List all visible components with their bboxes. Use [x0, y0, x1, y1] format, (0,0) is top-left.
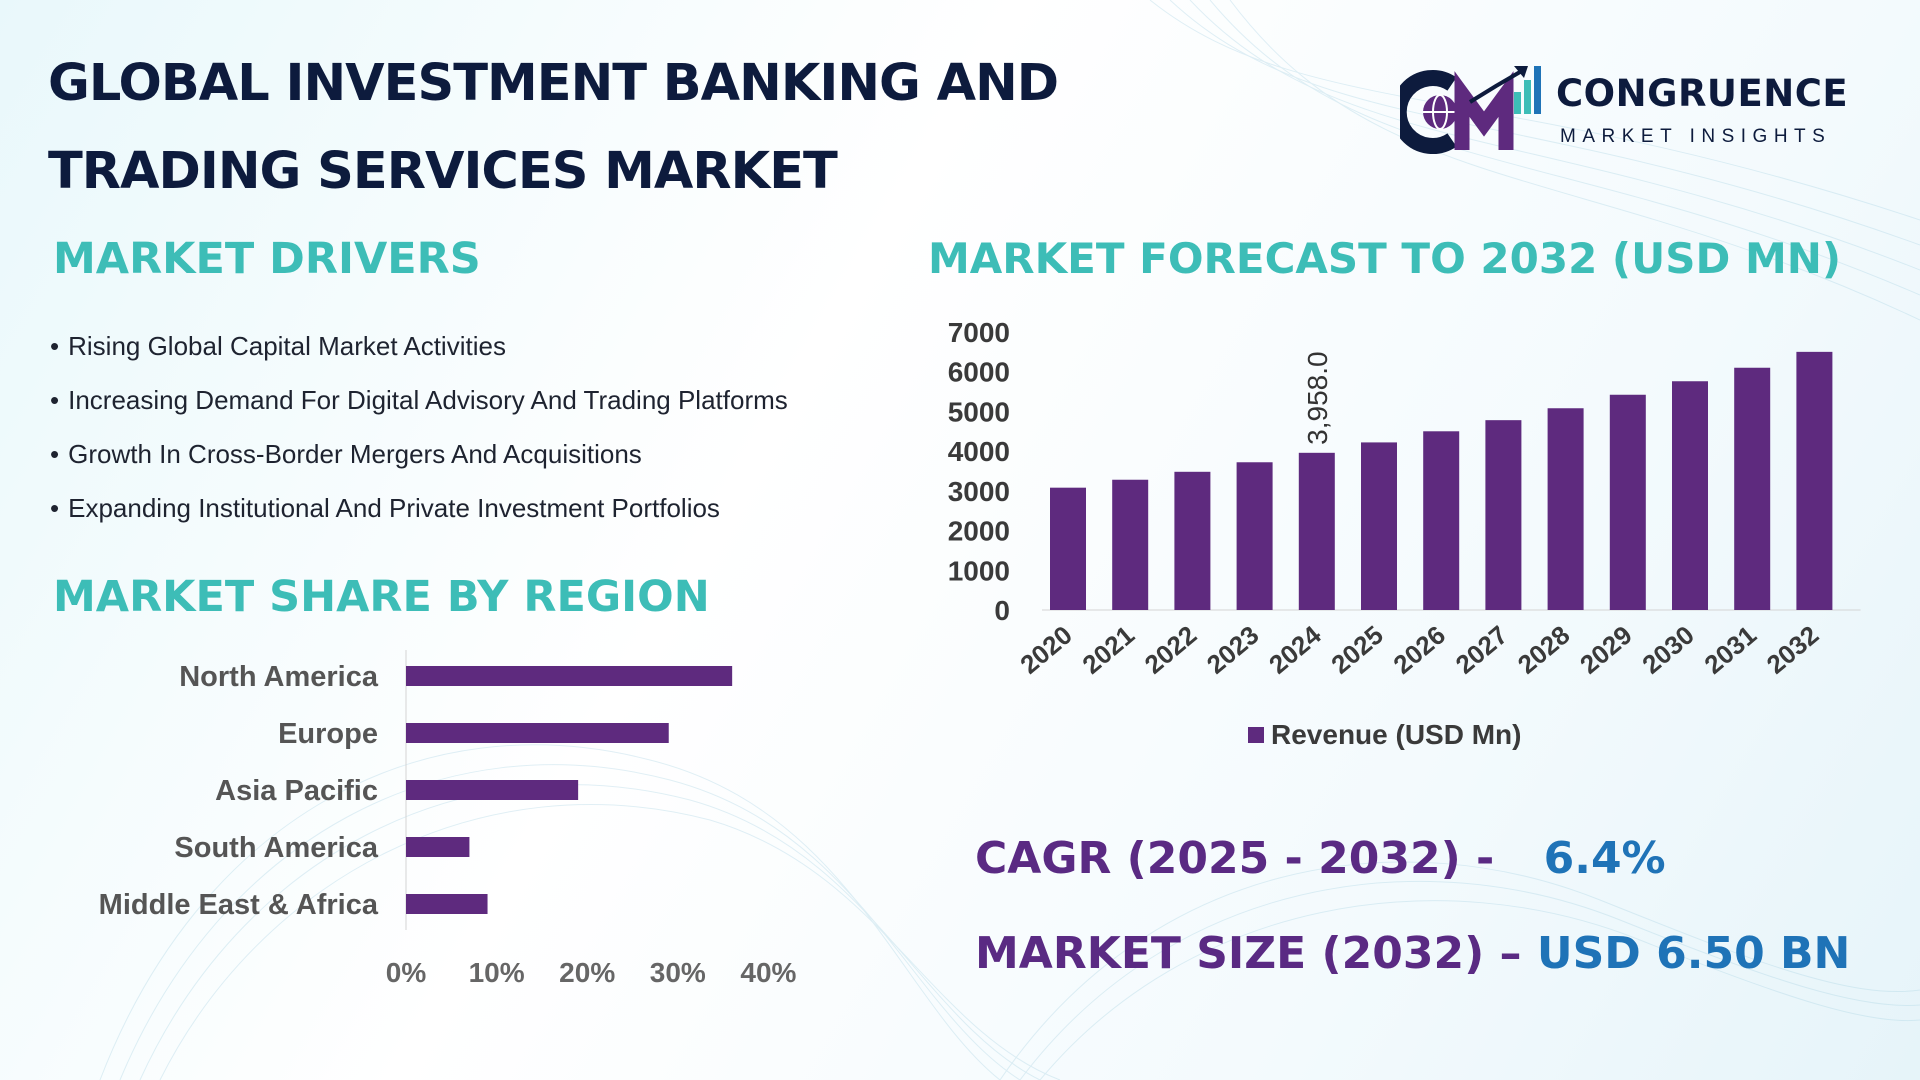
drivers-list: Rising Global Capital Market Activities … — [50, 325, 910, 541]
forecast-y-tick-label: 3000 — [948, 476, 1010, 507]
forecast-x-tick-label: 2020 — [1014, 620, 1078, 680]
cagr-stat: CAGR (2025 - 2032) - 6.4% — [975, 833, 1666, 884]
cagr-label: CAGR (2025 - 2032) - — [975, 833, 1495, 884]
market-size-label: MARKET SIZE (2032) – — [975, 928, 1522, 979]
region-bar-1 — [406, 723, 669, 743]
forecast-x-tick-label: 2023 — [1201, 620, 1265, 680]
forecast-legend-swatch — [1248, 727, 1264, 743]
forecast-bar-2030 — [1672, 381, 1708, 610]
region-category-label: North America — [179, 661, 379, 693]
forecast-bar-2022 — [1174, 471, 1211, 610]
region-bar-3 — [406, 837, 470, 857]
region-bar-0 — [406, 666, 733, 686]
forecast-x-tick-label: 2022 — [1139, 620, 1203, 680]
title-line-1: GLOBAL INVESTMENT BANKING AND — [48, 54, 1059, 113]
forecast-bar-2029 — [1609, 394, 1646, 610]
forecast-data-label: 3,958.0 — [1302, 351, 1333, 444]
driver-item: Growth In Cross-Border Mergers And Acqui… — [50, 433, 910, 487]
forecast-bar-2027 — [1485, 420, 1522, 610]
cm-globe-bar-logo-icon — [1400, 66, 1541, 154]
region-category-label: Europe — [278, 718, 378, 750]
region-heading: MARKET SHARE BY REGION — [53, 572, 710, 622]
forecast-bar-2025 — [1361, 442, 1397, 610]
region-x-tick-label: 40% — [740, 957, 796, 988]
forecast-x-tick-label: 2027 — [1450, 620, 1514, 680]
driver-item: Rising Global Capital Market Activities — [50, 325, 910, 379]
forecast-x-tick-label: 2024 — [1263, 619, 1327, 680]
region-x-tick-label: 0% — [386, 957, 427, 988]
forecast-bar-2032 — [1796, 351, 1833, 610]
region-category-label: Middle East & Africa — [99, 889, 379, 921]
forecast-x-tick-label: 2029 — [1574, 620, 1638, 680]
region-category-label: Asia Pacific — [215, 775, 378, 807]
region-bar-4 — [406, 894, 488, 914]
forecast-heading: MARKET FORECAST TO 2032 (USD MN) — [928, 234, 1842, 283]
forecast-y-tick-label: 0 — [994, 595, 1010, 626]
forecast-bar-2026 — [1423, 431, 1460, 610]
market-size-stat: MARKET SIZE (2032) – USD 6.50 BN — [975, 928, 1850, 979]
forecast-y-tick-label: 2000 — [948, 516, 1010, 547]
logo-subtitle: MARKET INSIGHTS — [1560, 126, 1832, 147]
forecast-bar-2021 — [1112, 479, 1149, 610]
forecast-y-tick-label: 6000 — [948, 357, 1010, 388]
forecast-bar-2020 — [1050, 487, 1086, 610]
forecast-legend-label: Revenue (USD Mn) — [1271, 719, 1521, 750]
drivers-heading: MARKET DRIVERS — [53, 234, 481, 284]
driver-item: Increasing Demand For Digital Advisory A… — [50, 379, 910, 433]
region-x-tick-label: 10% — [469, 957, 525, 988]
forecast-x-tick-label: 2021 — [1076, 620, 1140, 680]
forecast-bar-2024 — [1298, 452, 1335, 610]
forecast-x-tick-label: 2032 — [1761, 620, 1825, 680]
region-x-tick-label: 20% — [559, 957, 615, 988]
region-bar-2 — [406, 780, 579, 800]
market-size-value: USD 6.50 BN — [1536, 928, 1851, 979]
driver-item: Expanding Institutional And Private Inve… — [50, 487, 910, 541]
forecast-x-tick-label: 2031 — [1698, 620, 1762, 680]
cagr-value: 6.4% — [1543, 833, 1666, 884]
page-title: GLOBAL INVESTMENT BANKING AND TRADING SE… — [48, 40, 1168, 216]
region-category-label: South America — [174, 832, 378, 864]
logo-name: CONGRUENCE — [1556, 72, 1849, 115]
brand-logo: CONGRUENCE MARKET INSIGHTS — [1400, 52, 1870, 162]
title-line-2: TRADING SERVICES MARKET — [48, 142, 838, 201]
forecast-y-tick-label: 1000 — [948, 555, 1010, 586]
forecast-x-tick-label: 2025 — [1325, 620, 1389, 680]
forecast-bar-2031 — [1734, 367, 1771, 610]
forecast-y-tick-label: 4000 — [948, 436, 1010, 467]
forecast-x-tick-label: 2028 — [1512, 620, 1576, 680]
forecast-x-tick-label: 2026 — [1387, 620, 1451, 680]
region-x-tick-label: 30% — [650, 957, 706, 988]
forecast-bar-2023 — [1236, 462, 1273, 610]
forecast-y-tick-label: 5000 — [948, 396, 1010, 427]
forecast-y-tick-label: 7000 — [948, 317, 1010, 348]
forecast-bar-2028 — [1547, 408, 1584, 610]
forecast-x-tick-label: 2030 — [1636, 620, 1700, 680]
